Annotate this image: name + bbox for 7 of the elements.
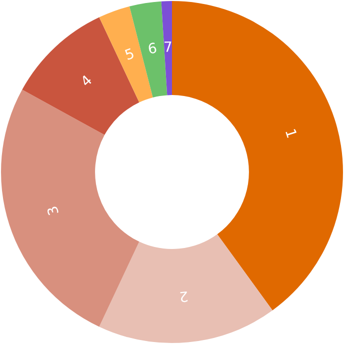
slice-label: 5	[122, 46, 137, 64]
slice-label: 1	[281, 126, 300, 140]
slice-label: 3	[44, 204, 63, 218]
slice-label: 6	[146, 40, 158, 58]
slice-label: 4	[78, 72, 96, 90]
slice-label: 7	[163, 40, 173, 56]
slice-label: 2	[178, 287, 189, 304]
